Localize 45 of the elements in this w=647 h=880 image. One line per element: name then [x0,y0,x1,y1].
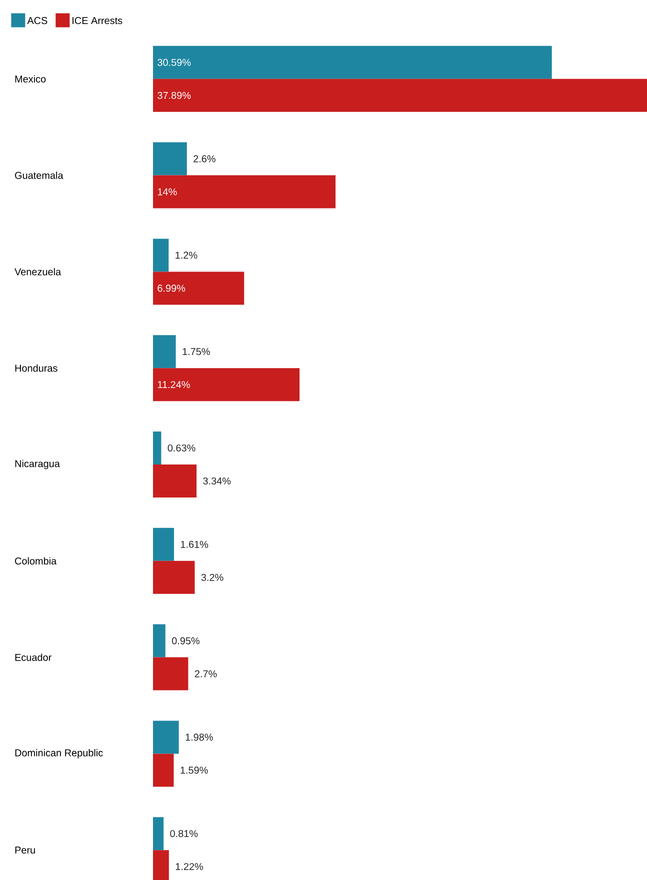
data-label: 1.98% [186,734,213,741]
data-label: 2.7% [194,670,217,678]
data-label: 37.89% [158,92,191,99]
data-label: 3.34% [203,477,231,485]
y-tick-label: Ecuador [15,654,52,661]
bar [153,560,195,594]
data-label: 1.59% [180,766,208,774]
bar [153,657,188,690]
legend-label: ICE Arrests [72,17,122,24]
bar [153,431,162,464]
data-label: 11.24% [158,381,190,388]
y-tick-label: Colombia [15,557,57,565]
bar [153,78,647,112]
y-tick-label: Honduras [15,364,58,372]
data-label: 30.59% [158,58,191,66]
data-label: 14% [158,188,177,196]
bar [153,142,187,176]
bar [153,238,169,272]
bar [153,368,300,402]
y-tick-label: Guatemala [15,172,64,179]
bar [153,46,552,79]
bar [153,754,174,787]
data-label: 0.95% [172,637,200,644]
data-label: 3.2% [201,574,224,581]
bar [153,528,174,561]
y-tick-label: Mexico [15,75,46,83]
bar [153,720,179,754]
data-label: 1.75% [182,348,210,356]
bar [153,464,197,498]
data-label: 0.81% [170,830,198,838]
data-label: 2.6% [194,155,216,162]
y-tick-label: Dominican Republic [15,749,103,758]
bar [153,175,336,208]
bar [153,272,244,305]
y-tick-label: Venezuela [14,268,62,276]
bar [153,335,176,368]
data-label: 1.61% [180,540,208,548]
y-tick-label: Nicaragua [15,460,60,470]
y-tick-label: Peru [15,846,35,854]
bar [153,624,166,658]
data-label: 6.99% [158,284,186,292]
data-label: 1.2% [176,252,198,259]
data-label: 0.63% [168,444,196,452]
data-label: 1.22% [176,863,204,870]
legend-label: ACS [27,17,48,24]
